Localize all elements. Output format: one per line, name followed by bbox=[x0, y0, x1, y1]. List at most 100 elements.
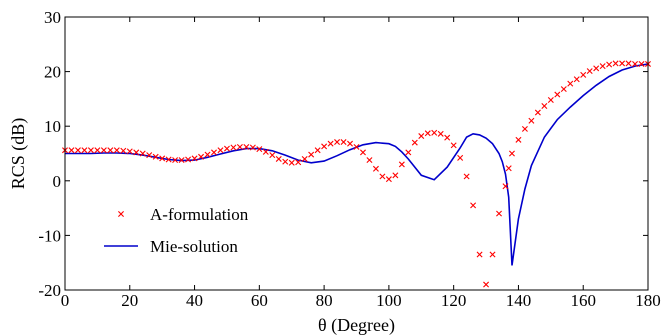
a-formulation-point bbox=[301, 155, 308, 162]
a-formulation-point bbox=[159, 155, 166, 162]
a-formulation-point bbox=[223, 145, 230, 152]
a-formulation-point bbox=[340, 139, 347, 146]
axis-ticks bbox=[64, 16, 649, 291]
a-formulation-point bbox=[593, 65, 600, 72]
x-tick-label: 40 bbox=[186, 291, 203, 310]
a-formulation-point bbox=[541, 103, 548, 109]
a-formulation-series bbox=[62, 60, 651, 288]
a-formulation-point bbox=[560, 86, 567, 93]
y-axis-title: RCS (dB) bbox=[8, 118, 29, 190]
a-formulation-point bbox=[385, 176, 392, 183]
a-formulation-point bbox=[249, 144, 256, 151]
a-formulation-point bbox=[256, 146, 263, 153]
y-tick-label: -20 bbox=[38, 281, 61, 300]
a-formulation-point bbox=[580, 71, 587, 78]
legend-x-marker bbox=[118, 211, 124, 217]
plot-frame bbox=[64, 16, 649, 291]
a-formulation-point bbox=[528, 117, 535, 124]
a-formulation-point bbox=[87, 147, 94, 154]
a-formulation-point bbox=[243, 143, 250, 150]
a-formulation-point bbox=[505, 165, 512, 172]
a-formulation-point bbox=[405, 149, 412, 156]
a-formulation-point bbox=[81, 147, 88, 154]
a-formulation-point bbox=[547, 97, 554, 103]
a-formulation-point bbox=[398, 161, 405, 168]
a-formulation-point bbox=[321, 143, 328, 150]
a-formulation-point bbox=[185, 156, 192, 163]
a-formulation-point bbox=[521, 125, 528, 132]
x-tick-label: 160 bbox=[570, 291, 596, 310]
a-formulation-point bbox=[288, 159, 295, 166]
a-formulation-point bbox=[470, 202, 477, 209]
x-tick-label: 100 bbox=[376, 291, 402, 310]
a-formulation-point bbox=[74, 147, 81, 154]
a-formulation-point bbox=[476, 251, 483, 258]
y-tick-label: 30 bbox=[44, 8, 61, 27]
a-formulation-point bbox=[444, 134, 451, 141]
a-formulation-point bbox=[262, 148, 269, 155]
legend-label-a-formulation: A-formulation bbox=[150, 205, 249, 224]
a-formulation-point bbox=[502, 183, 509, 190]
legend: A-formulation Mie-solution bbox=[104, 205, 249, 256]
a-formulation-point bbox=[146, 152, 153, 159]
axis-tick-labels: 0 20 40 60 80 100 120 140 160 180 -20 -10 0 10 20 30 bbox=[38, 8, 660, 310]
y-tick-label: -10 bbox=[38, 226, 61, 245]
a-formulation-point bbox=[133, 149, 140, 156]
a-formulation-point bbox=[379, 173, 386, 180]
x-tick-label: 120 bbox=[441, 291, 467, 310]
a-formulation-point bbox=[483, 281, 490, 288]
a-formulation-point bbox=[450, 142, 457, 149]
a-formulation-point bbox=[534, 109, 541, 116]
a-formulation-point bbox=[275, 155, 282, 162]
mie-solution-line bbox=[65, 63, 649, 266]
a-formulation-point bbox=[120, 147, 127, 154]
a-formulation-point bbox=[178, 157, 185, 164]
x-tick-label: 80 bbox=[316, 291, 333, 310]
a-formulation-point bbox=[217, 147, 224, 154]
a-formulation-point bbox=[282, 158, 289, 165]
a-formulation-point bbox=[463, 173, 470, 180]
mie-solution-series bbox=[65, 63, 649, 266]
a-formulation-point bbox=[165, 156, 172, 163]
legend-x-marker-icon bbox=[118, 211, 124, 217]
a-formulation-point bbox=[295, 159, 302, 166]
a-formulation-point bbox=[94, 147, 101, 154]
a-formulation-point bbox=[308, 151, 315, 158]
a-formulation-point bbox=[269, 152, 276, 159]
a-formulation-point bbox=[100, 147, 107, 154]
a-formulation-point bbox=[359, 149, 366, 156]
legend-label-mie-solution: Mie-solution bbox=[150, 237, 238, 256]
x-tick-label: 60 bbox=[251, 291, 268, 310]
a-formulation-point bbox=[632, 60, 639, 67]
a-formulation-point bbox=[68, 147, 75, 154]
a-formulation-point bbox=[191, 155, 198, 162]
a-formulation-point bbox=[424, 130, 431, 137]
a-formulation-point bbox=[554, 91, 561, 98]
y-tick-label: 0 bbox=[53, 172, 62, 191]
a-formulation-point bbox=[606, 61, 613, 68]
a-formulation-point bbox=[113, 147, 120, 154]
a-formulation-point bbox=[573, 76, 580, 83]
a-formulation-point bbox=[126, 148, 133, 155]
a-formulation-point bbox=[586, 68, 593, 75]
a-formulation-point bbox=[236, 143, 243, 150]
a-formulation-point bbox=[139, 150, 146, 157]
a-formulation-point bbox=[172, 157, 179, 164]
x-axis-title: θ (Degree) bbox=[318, 315, 395, 335]
a-formulation-point bbox=[372, 165, 379, 172]
a-formulation-point bbox=[366, 157, 373, 164]
a-formulation-point bbox=[625, 60, 632, 67]
a-formulation-point bbox=[327, 140, 334, 147]
a-formulation-point bbox=[418, 133, 425, 140]
a-formulation-point bbox=[437, 130, 444, 137]
x-tick-label: 0 bbox=[61, 291, 70, 310]
a-formulation-point bbox=[347, 140, 354, 147]
a-formulation-point bbox=[210, 149, 217, 156]
a-formulation-point bbox=[508, 150, 515, 157]
x-tick-label: 180 bbox=[635, 291, 661, 310]
x-tick-label: 140 bbox=[506, 291, 532, 310]
a-formulation-point bbox=[599, 63, 606, 70]
a-formulation-point bbox=[489, 251, 496, 258]
a-formulation-point bbox=[638, 60, 645, 67]
a-formulation-point bbox=[230, 144, 237, 151]
